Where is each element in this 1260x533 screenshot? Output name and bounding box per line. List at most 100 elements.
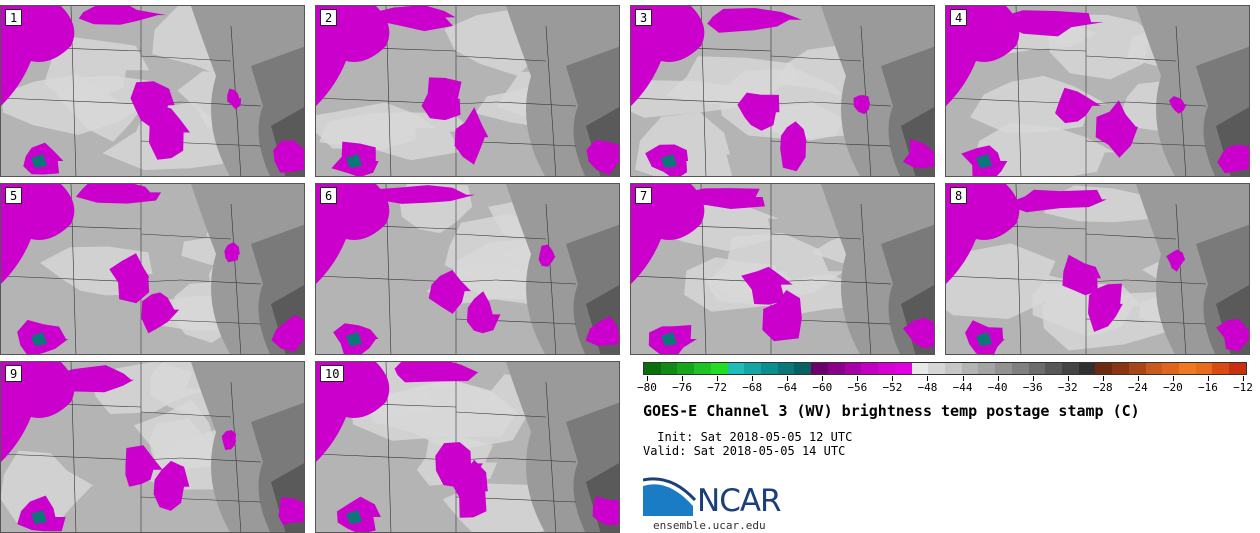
colorbar-swatch	[861, 363, 879, 374]
colorbar-swatch	[961, 363, 979, 374]
colorbar-swatch	[794, 363, 812, 374]
colorbar-swatch	[1229, 363, 1246, 374]
panel-label: 2	[320, 9, 338, 26]
colorbar-swatch	[1061, 363, 1079, 374]
colorbar-tick-mark	[927, 376, 929, 381]
colorbar-swatch	[1128, 363, 1146, 374]
colorbar-swatch	[1011, 363, 1029, 374]
colorbar-swatch	[878, 363, 895, 374]
colorbar-swatch	[1195, 363, 1213, 374]
colorbar-swatch	[1145, 363, 1163, 374]
colorbar-swatch	[710, 363, 728, 374]
colorbar-tick-mark	[1032, 376, 1034, 381]
ncar-logo-icon	[643, 477, 697, 516]
colorbar-tick-mark	[717, 376, 719, 381]
colorbar-tick-mark	[1067, 376, 1069, 381]
colorbar-swatch	[660, 363, 678, 374]
colorbar-tick-label: −80	[637, 381, 657, 394]
panel-label: 10	[320, 365, 345, 382]
colorbar-tick-label: −12	[1233, 381, 1253, 394]
colorbar-tick-label: −28	[1092, 381, 1113, 394]
colorbar-swatch	[827, 363, 845, 374]
panel-label: 9	[5, 365, 23, 382]
colorbar-swatch	[1112, 363, 1129, 374]
colorbar-tick-label: −76	[672, 381, 692, 394]
colorbar-swatch	[677, 363, 695, 374]
colorbar-swatch	[944, 363, 962, 374]
colorbar-tick-label: −24	[1127, 381, 1148, 394]
colorbar-swatch	[995, 363, 1012, 374]
panel-label: 6	[320, 187, 338, 204]
colorbar-swatch	[727, 363, 745, 374]
colorbar-swatch	[694, 363, 711, 374]
colorbar-tick-mark	[997, 376, 999, 381]
site-url: ensemble.ucar.edu	[653, 519, 766, 532]
colorbar-tick-mark	[822, 376, 824, 381]
colorbar-tick-mark	[752, 376, 754, 381]
colorbar-tick-label: −64	[777, 381, 798, 394]
colorbar-tick-label: −60	[812, 381, 833, 394]
panel-label: 5	[5, 187, 23, 204]
colorbar-tick-mark	[962, 376, 964, 381]
valid-time: Valid: Sat 2018-05-05 14 UTC	[643, 444, 846, 458]
figure-title: GOES-E Channel 3 (WV) brightness temp po…	[643, 402, 1140, 420]
colorbar-swatch	[894, 363, 912, 374]
colorbar-tick-label: −32	[1057, 381, 1078, 394]
colorbar-swatch	[928, 363, 945, 374]
map-panel-4: 4	[945, 5, 1250, 177]
colorbar-tick-label: −68	[742, 381, 763, 394]
map-panel-6: 6	[315, 183, 620, 355]
colorbar-tick-mark	[1137, 376, 1139, 381]
colorbar-tick-mark	[647, 376, 648, 381]
colorbar-tick-label: −40	[987, 381, 1008, 394]
colorbar-tick-label: −44	[952, 381, 973, 394]
colorbar-swatch	[1179, 363, 1196, 374]
panel-label: 4	[950, 9, 968, 26]
colorbar-tick-mark	[892, 376, 894, 381]
colorbar-tick-label: −36	[1022, 381, 1043, 394]
colorbar-ticks: −80 −76 −72 −68 −64 −60 −56 −52 −48 −44 −40 −36 −32 −…	[637, 376, 1253, 396]
colorbar-tick-label: −48	[917, 381, 938, 394]
init-time: Init: Sat 2018-05-05 12 UTC	[650, 430, 853, 444]
panel-label: 3	[635, 9, 653, 26]
colorbar-tick-label: −52	[882, 381, 903, 394]
panel-label: 8	[950, 187, 968, 204]
map-panel-3: 3	[630, 5, 935, 177]
colorbar-swatch	[1162, 363, 1179, 374]
colorbar-swatch	[911, 363, 929, 374]
colorbar-tick-mark	[787, 376, 789, 381]
colorbar-swatch	[844, 363, 862, 374]
colorbar-tick-label: −20	[1162, 381, 1183, 394]
colorbar-swatch	[1028, 363, 1046, 374]
map-panel-8: 8	[945, 183, 1250, 355]
map-panel-10: 10	[315, 361, 620, 533]
colorbar-tick-label: −16	[1198, 381, 1218, 394]
colorbar-tick-mark	[857, 376, 859, 381]
colorbar-swatch	[811, 363, 828, 374]
map-panel-2: 2	[315, 5, 620, 177]
colorbar-swatch	[761, 363, 778, 374]
colorbar-tick-mark	[1172, 376, 1174, 381]
map-panel-9: 9	[0, 361, 305, 533]
colorbar-tick-mark	[1207, 376, 1209, 381]
colorbar-swatch	[1045, 363, 1062, 374]
colorbar-swatch	[978, 363, 996, 374]
panel-label: 1	[5, 9, 23, 26]
colorbar-tick-label: −72	[707, 381, 728, 394]
panel-label: 7	[635, 187, 653, 204]
colorbar-tick-label: −56	[847, 381, 868, 394]
colorbar-swatch	[1095, 363, 1113, 374]
ncar-logo-text: NCAR	[697, 483, 782, 519]
colorbar-swatch	[777, 363, 795, 374]
map-panel-7: 7	[630, 183, 935, 355]
colorbar	[643, 362, 1247, 375]
colorbar-swatch	[1078, 363, 1096, 374]
colorbar-swatch	[744, 363, 762, 374]
colorbar-swatch	[1212, 363, 1230, 374]
colorbar-tick-mark	[682, 376, 684, 381]
colorbar-swatch	[644, 363, 661, 374]
colorbar-tick-mark	[1102, 376, 1104, 381]
colorbar-tick-mark	[1243, 376, 1244, 381]
map-panel-5: 5	[0, 183, 305, 355]
map-panel-1: 1	[0, 5, 305, 177]
